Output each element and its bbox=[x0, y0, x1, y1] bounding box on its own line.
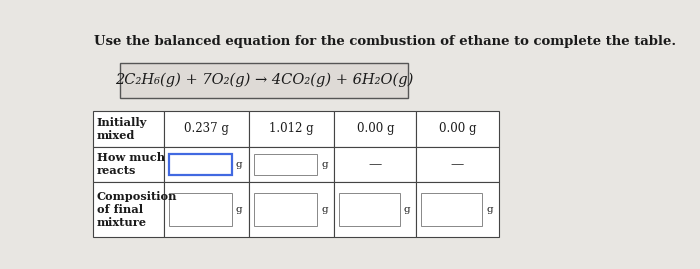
Bar bbox=[416, 147, 498, 182]
Text: —: — bbox=[369, 158, 382, 171]
Text: g: g bbox=[236, 160, 242, 169]
Text: Initially
mixed: Initially mixed bbox=[97, 117, 147, 141]
Bar bbox=[254, 193, 317, 226]
Bar bbox=[249, 182, 335, 237]
Bar bbox=[93, 111, 164, 147]
Bar bbox=[93, 147, 164, 182]
Text: 0.00 g: 0.00 g bbox=[439, 122, 476, 136]
Bar bbox=[169, 154, 232, 175]
Bar bbox=[164, 111, 249, 147]
Bar bbox=[340, 193, 400, 226]
Bar bbox=[164, 147, 249, 182]
Text: 2C₂H₆(g) + 7O₂(g) → 4CO₂(g) + 6H₂O(g): 2C₂H₆(g) + 7O₂(g) → 4CO₂(g) + 6H₂O(g) bbox=[115, 72, 413, 87]
Text: g: g bbox=[404, 205, 410, 214]
Text: 0.00 g: 0.00 g bbox=[356, 122, 394, 136]
Bar bbox=[254, 154, 317, 175]
Text: 0.237 g: 0.237 g bbox=[184, 122, 229, 136]
Text: Use the balanced equation for the combustion of ethane to complete the table.: Use the balanced equation for the combus… bbox=[94, 36, 676, 48]
Text: g: g bbox=[321, 205, 328, 214]
Text: —: — bbox=[451, 158, 464, 171]
Bar bbox=[335, 111, 416, 147]
Text: g: g bbox=[321, 160, 328, 169]
Bar bbox=[416, 182, 498, 237]
Text: g: g bbox=[486, 205, 493, 214]
Text: How much
reacts: How much reacts bbox=[97, 153, 164, 176]
Bar bbox=[416, 111, 498, 147]
Text: 1.012 g: 1.012 g bbox=[270, 122, 314, 136]
Bar bbox=[169, 193, 232, 226]
Bar bbox=[335, 182, 416, 237]
Text: g: g bbox=[236, 205, 242, 214]
Bar bbox=[120, 63, 407, 98]
Bar bbox=[249, 147, 335, 182]
Text: Composition
of final
mixture: Composition of final mixture bbox=[97, 191, 177, 228]
Bar bbox=[249, 111, 335, 147]
Bar bbox=[335, 147, 416, 182]
Bar bbox=[164, 182, 249, 237]
Bar bbox=[93, 182, 164, 237]
Bar bbox=[421, 193, 482, 226]
